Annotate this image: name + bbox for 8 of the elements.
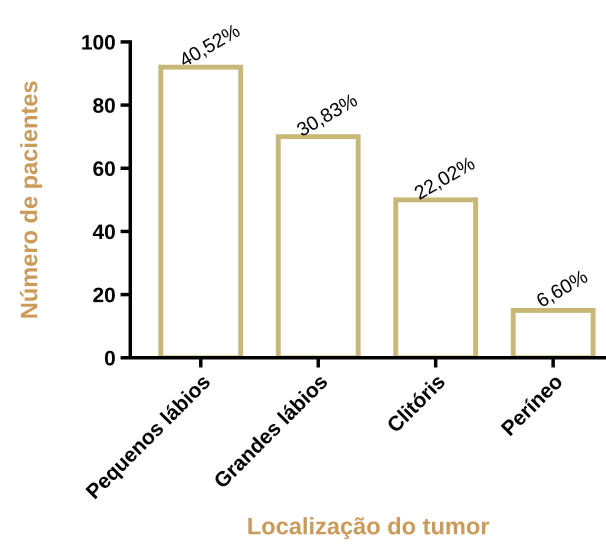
y-tick-label: 80 [93,98,115,113]
y-tick-label: 40 [92,224,115,240]
y-tick-label: 0 [104,350,115,366]
y-tick-label: 60 [93,161,115,176]
y-tick-label: 100 [82,34,115,50]
x-axis-title: Localização do tumor [248,517,490,540]
y-axis-title: Número de pacientes [20,81,42,318]
y-tick-label: 20 [93,288,115,302]
